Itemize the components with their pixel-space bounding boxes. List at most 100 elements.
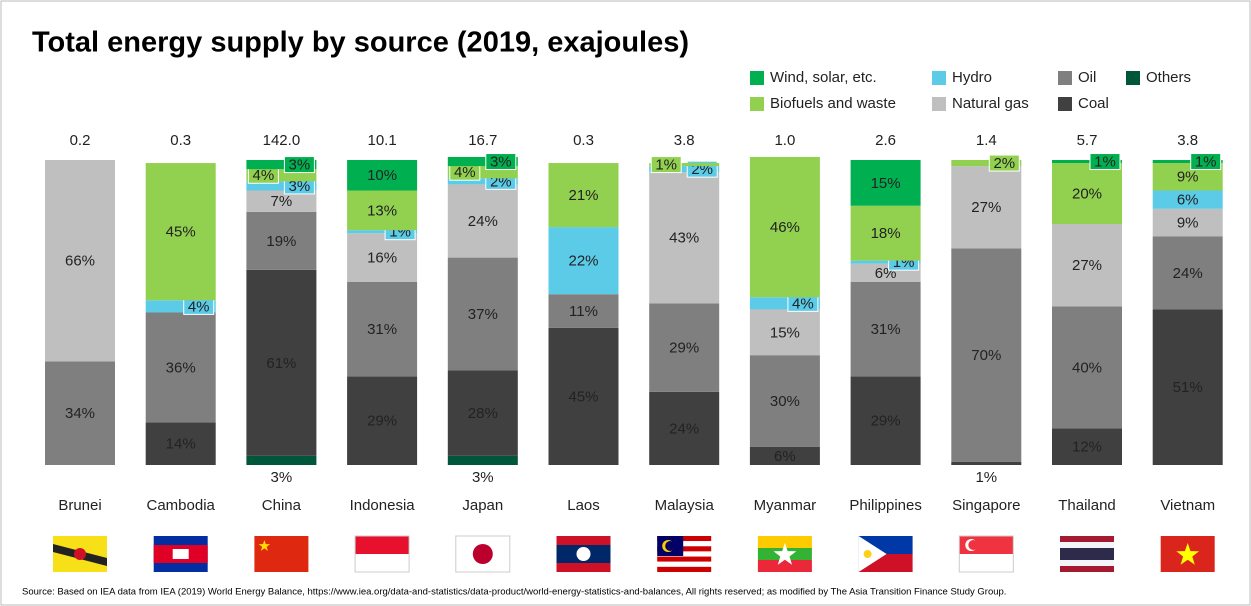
flag-part xyxy=(1176,543,1200,565)
bar-segment xyxy=(1052,224,1122,307)
bar-segment xyxy=(548,294,619,328)
flag xyxy=(556,536,611,572)
data-label: 3% xyxy=(289,178,311,195)
bar-segment xyxy=(347,233,418,282)
x-tick-label: Brunei xyxy=(58,497,101,514)
data-label: 9% xyxy=(1177,214,1199,231)
data-label: 21% xyxy=(568,187,598,204)
bar-segment xyxy=(1052,428,1122,465)
bar-segment xyxy=(145,163,216,301)
flag-part xyxy=(757,536,812,548)
data-label: 1% xyxy=(655,157,677,174)
legend-swatch xyxy=(1058,97,1072,111)
x-tick-label: Vietnam xyxy=(1160,497,1215,514)
bar-segment xyxy=(145,312,216,423)
bar-segment xyxy=(1052,160,1122,164)
data-label: 24% xyxy=(468,213,498,230)
flag xyxy=(153,536,208,572)
legend-label: Others xyxy=(1146,69,1191,86)
data-label: 9% xyxy=(1177,169,1199,186)
total-label: 16.7 xyxy=(468,132,497,149)
data-label: 11% xyxy=(569,303,598,320)
data-label: 27% xyxy=(1072,257,1102,274)
bar-segment xyxy=(1152,309,1223,465)
flag xyxy=(1160,536,1215,572)
flag xyxy=(1060,536,1114,572)
flag-part xyxy=(657,551,712,557)
flag xyxy=(53,536,107,572)
data-label: 13% xyxy=(367,202,397,219)
bar-segment xyxy=(246,160,317,170)
source-note: Source: Based on IEA data from IEA (2019… xyxy=(22,587,1006,598)
x-tick-label: Philippines xyxy=(849,497,922,514)
data-label: 4% xyxy=(792,295,814,312)
bar-segment xyxy=(850,376,921,465)
data-label: 29% xyxy=(669,340,699,357)
bar-segment xyxy=(246,190,317,212)
flag-part xyxy=(74,548,86,560)
bar-segment xyxy=(1152,160,1223,164)
bar-segment xyxy=(951,461,1022,465)
bar-segment xyxy=(1152,190,1223,209)
data-label: 19% xyxy=(266,233,296,250)
bar-segment xyxy=(347,190,418,231)
flag-part xyxy=(958,535,1014,573)
data-label: 3% xyxy=(289,157,311,174)
data-label: 45% xyxy=(166,224,196,241)
bar-segment xyxy=(447,156,518,167)
data-label: 2% xyxy=(993,155,1015,172)
data-label: 3% xyxy=(490,153,512,170)
x-tick-label: Laos xyxy=(567,497,600,514)
legend-swatch xyxy=(1058,71,1072,85)
legend-swatch xyxy=(932,97,946,111)
bar-segment xyxy=(649,172,720,304)
bar-segment xyxy=(749,309,820,356)
data-label: 6% xyxy=(774,448,796,465)
total-label: 0.3 xyxy=(573,132,594,149)
bar-segment xyxy=(1052,306,1122,429)
label-box xyxy=(485,153,517,171)
flag-part xyxy=(657,536,712,542)
data-label: 46% xyxy=(770,219,800,236)
flag-part xyxy=(657,561,712,567)
flag-part xyxy=(172,549,189,559)
flag-part xyxy=(773,543,797,565)
flag-part xyxy=(657,541,712,547)
data-label: 29% xyxy=(367,413,397,430)
flag-part xyxy=(258,540,271,551)
flag-part xyxy=(757,560,812,572)
data-label: 6% xyxy=(1177,192,1199,209)
x-tick-label: Thailand xyxy=(1058,497,1116,514)
label-box xyxy=(1089,153,1121,171)
data-label: 1% xyxy=(1094,153,1116,170)
data-label: 66% xyxy=(65,253,95,270)
flag xyxy=(254,536,309,572)
legend-label: Coal xyxy=(1078,95,1109,112)
data-label: 16% xyxy=(367,250,397,267)
bar-segment xyxy=(850,160,921,206)
x-tick-label: Cambodia xyxy=(147,497,216,514)
total-label: 2.6 xyxy=(875,132,896,149)
flag-part xyxy=(354,535,410,573)
data-label: 7% xyxy=(271,193,293,210)
flag-part xyxy=(657,546,712,552)
data-label: 70% xyxy=(971,347,1001,364)
legend-swatch xyxy=(750,71,764,85)
bar-segment xyxy=(548,163,619,228)
data-label: 20% xyxy=(1072,186,1102,203)
data-label: 24% xyxy=(669,420,699,437)
flag xyxy=(858,536,913,572)
data-label: 1% xyxy=(1195,153,1217,170)
flag-part xyxy=(355,536,410,554)
data-label: 4% xyxy=(253,167,275,184)
data-label: 28% xyxy=(468,405,498,422)
flag xyxy=(958,535,1014,573)
flag-part xyxy=(657,556,712,562)
data-label: 43% xyxy=(669,230,699,247)
data-label: 18% xyxy=(871,225,901,242)
legend-label: Biofuels and waste xyxy=(770,95,896,112)
data-label: 31% xyxy=(367,321,397,338)
bar-segment xyxy=(951,160,1022,167)
bar-segment xyxy=(347,376,418,465)
